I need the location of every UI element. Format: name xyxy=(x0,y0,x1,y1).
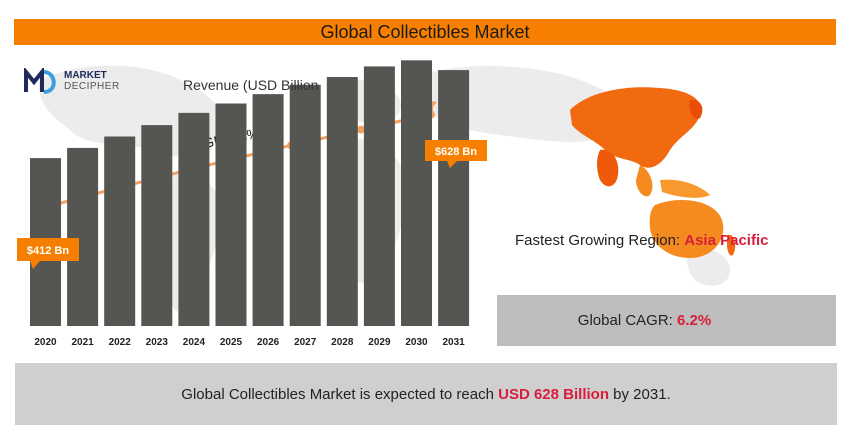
callout-first: $412 Bn xyxy=(17,238,79,269)
x-tick-2022: 2022 xyxy=(109,337,132,348)
x-tick-labels: 2020 2021 2022 2023 2024 2025 2026 2027 2028 2029… xyxy=(34,337,465,348)
bar-2028 xyxy=(326,77,358,326)
trend-marker xyxy=(357,125,365,134)
bar-2024 xyxy=(178,112,210,326)
bar-2026 xyxy=(252,94,284,326)
global-cagr-label: Global CAGR: xyxy=(577,312,677,329)
bar-2029 xyxy=(363,66,395,327)
x-tick-2028: 2028 xyxy=(331,337,354,348)
logo-word-1: MARKET xyxy=(64,70,107,81)
x-tick-2026: 2026 xyxy=(257,337,280,348)
x-tick-2030: 2030 xyxy=(405,337,428,348)
bar-2021 xyxy=(67,147,99,326)
fastest-region-label: Fastest Growing Region: xyxy=(515,232,685,249)
global-cagr-text: Global CAGR: 6.2% xyxy=(578,312,711,329)
fastest-region: Fastest Growing Region: Asia Pacific xyxy=(515,232,768,249)
bar-2025 xyxy=(215,103,247,326)
bar-2022 xyxy=(104,136,136,326)
bar-2031 xyxy=(438,70,470,326)
x-tick-2023: 2023 xyxy=(146,337,169,348)
title-bar: Global Collectibles Market xyxy=(14,19,836,45)
x-tick-2027: 2027 xyxy=(294,337,317,348)
callout-first-label: $412 Bn xyxy=(27,245,69,257)
market-decipher-logo: MARKET DECIPHER xyxy=(24,68,120,94)
x-tick-2029: 2029 xyxy=(368,337,391,348)
chart-title: Revenue (USD Billion xyxy=(183,77,319,93)
footer-suffix: by 2031. xyxy=(608,385,671,403)
asia-pacific-map xyxy=(570,87,736,258)
footer-prefix: Global Collectibles Market is expected t… xyxy=(181,385,499,403)
page-title: Global Collectibles Market xyxy=(320,21,530,42)
logo-mark-icon xyxy=(24,68,56,94)
x-tick-2021: 2021 xyxy=(71,337,94,348)
bar-2023 xyxy=(141,125,173,326)
x-tick-2025: 2025 xyxy=(220,337,243,348)
global-cagr-box: Global CAGR: 6.2% xyxy=(497,295,836,346)
x-tick-2031: 2031 xyxy=(442,337,465,348)
bar-2027 xyxy=(289,84,321,326)
footer-text: Global Collectibles Market is expected t… xyxy=(181,386,670,403)
bar-2030 xyxy=(401,60,432,327)
footer-banner: Global Collectibles Market is expected t… xyxy=(15,363,837,425)
callout-last-label: $628 Bn xyxy=(435,146,477,158)
footer-highlight: USD 628 Billion xyxy=(498,385,609,403)
callout-last: $628 Bn xyxy=(425,140,487,168)
x-tick-2024: 2024 xyxy=(183,337,206,348)
fastest-region-value: Asia Pacific xyxy=(684,232,769,249)
logo-word-2: DECIPHER xyxy=(64,81,120,92)
x-tick-2020: 2020 xyxy=(34,337,57,348)
global-cagr-value: 6.2% xyxy=(677,312,712,329)
